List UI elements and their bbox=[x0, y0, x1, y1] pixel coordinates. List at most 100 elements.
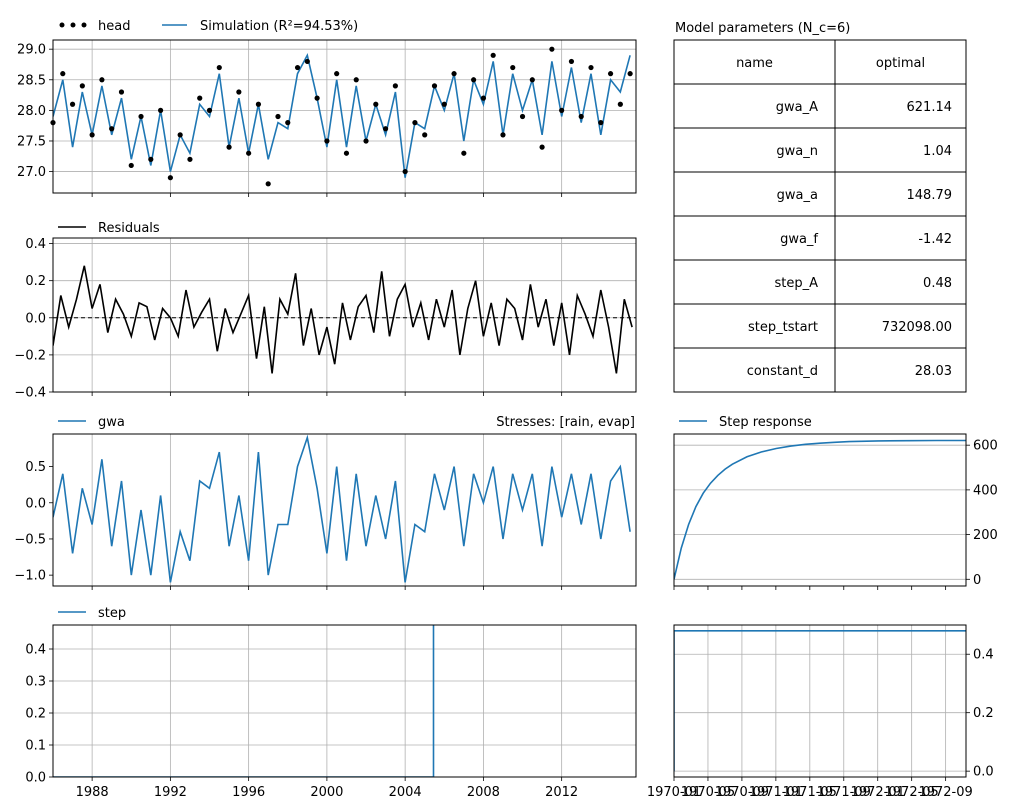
step-response-y-tick-label: 600 bbox=[973, 439, 998, 454]
residuals-y-tick-label: −0.4 bbox=[14, 386, 46, 401]
step-y-tick-label: 0.2 bbox=[25, 707, 46, 722]
head-observation-point bbox=[216, 64, 222, 71]
parameter-value: -1.42 bbox=[918, 232, 952, 247]
head-observation-point bbox=[431, 83, 438, 89]
table-cell bbox=[673, 39, 836, 85]
date-tick-label: 1971-05 bbox=[783, 785, 837, 800]
head-observation-point bbox=[197, 95, 203, 101]
date-tick-label: 1972-05 bbox=[885, 785, 939, 800]
stresses-title: Stresses: [rain, evap] bbox=[496, 415, 635, 430]
head-observation-point bbox=[226, 144, 232, 150]
head-observation-point bbox=[412, 120, 418, 126]
date-tick-label: 1972-01 bbox=[851, 785, 905, 800]
table-header-name: name bbox=[736, 56, 773, 71]
head-observation-point bbox=[578, 113, 584, 120]
contribution-y-tick-label: 0.5 bbox=[25, 460, 46, 475]
date-tick-label: 1971-01 bbox=[749, 785, 803, 800]
parameter-table: name optimal gwa_A 621.14 gwa_n 1.04 gwa_a 148.… bbox=[673, 39, 967, 393]
head-observation-point bbox=[79, 83, 85, 89]
head-observation-point bbox=[353, 77, 359, 83]
contribution-y-tick-label: −1.0 bbox=[14, 569, 46, 584]
step-response-legend-label: Step response bbox=[719, 415, 812, 430]
fit-y-tick-label: 29.0 bbox=[17, 43, 46, 58]
x-tick-label: 2012 bbox=[545, 785, 578, 800]
table-cell bbox=[834, 39, 967, 85]
date-tick-label: 1970-05 bbox=[681, 785, 735, 800]
head-observation-point bbox=[138, 113, 144, 120]
head-observation-point bbox=[490, 52, 496, 58]
residuals-y-tick-label: 0.0 bbox=[25, 311, 46, 326]
step-block-y-tick-label: 0.2 bbox=[973, 706, 994, 721]
head-observation-point bbox=[334, 71, 340, 77]
date-tick-label: 1970-01 bbox=[647, 785, 701, 800]
head-observation-point bbox=[559, 107, 565, 113]
head-observation-point bbox=[148, 156, 154, 162]
parameter-table-title: Model parameters (N_c=6) bbox=[675, 21, 850, 36]
step-block-line bbox=[674, 629, 966, 772]
step-y-tick-label: 0.0 bbox=[25, 771, 46, 786]
table-header-optimal: optimal bbox=[876, 56, 925, 71]
x-tick-label: 2008 bbox=[467, 785, 500, 800]
fit-y-tick-label: 27.0 bbox=[17, 165, 46, 180]
step-response-line bbox=[674, 439, 966, 580]
step-response-y-tick-label: 200 bbox=[973, 528, 998, 543]
step-response-y-tick-label: 0 bbox=[973, 573, 981, 588]
table-cell bbox=[673, 259, 836, 305]
residuals-line bbox=[53, 265, 633, 374]
head-observation-point bbox=[60, 71, 66, 77]
table-cell bbox=[834, 259, 967, 305]
head-legend-dot bbox=[59, 22, 65, 28]
head-observation-point bbox=[451, 71, 457, 77]
parameter-value: 1.04 bbox=[923, 144, 952, 159]
head-observation-point bbox=[500, 132, 506, 138]
step-legend-label: step bbox=[98, 606, 126, 621]
head-observation-point bbox=[177, 132, 183, 138]
head-observation-point bbox=[549, 46, 555, 52]
parameter-value: 732098.00 bbox=[882, 320, 952, 335]
head-observation-point bbox=[246, 150, 252, 156]
head-observation-point bbox=[422, 132, 428, 138]
parameter-name: gwa_n bbox=[776, 144, 818, 159]
parameter-value: 0.48 bbox=[923, 276, 952, 291]
head-observation-point bbox=[382, 126, 389, 132]
step-contribution-line bbox=[53, 625, 435, 777]
head-observation-point bbox=[118, 89, 125, 95]
fit-y-tick-label: 28.0 bbox=[17, 104, 46, 119]
step-y-tick-label: 0.1 bbox=[25, 739, 46, 754]
fit-y-tick-label: 27.5 bbox=[17, 134, 46, 149]
fit-panel-frame bbox=[52, 39, 637, 194]
contribution-panel-frame bbox=[52, 433, 637, 587]
head-observation-point bbox=[304, 58, 310, 65]
head-observation-point bbox=[128, 162, 134, 169]
date-tick-label: 1971-09 bbox=[817, 785, 871, 800]
head-observation-point bbox=[314, 95, 320, 101]
head-observation-point bbox=[461, 150, 467, 156]
parameter-name: step_A bbox=[774, 276, 818, 291]
head-legend-dot bbox=[70, 22, 76, 28]
head-observation-point bbox=[343, 150, 350, 156]
residuals-y-tick-label: −0.2 bbox=[14, 348, 46, 363]
x-tick-label: 2000 bbox=[310, 785, 343, 800]
x-tick-label: 2004 bbox=[389, 785, 422, 800]
head-observation-point bbox=[510, 64, 516, 71]
head-observation-point bbox=[480, 95, 487, 101]
head-observation-point bbox=[373, 101, 379, 107]
head-legend-dot bbox=[81, 22, 87, 28]
step-panel-frame bbox=[52, 624, 637, 778]
head-observation-point bbox=[627, 71, 633, 77]
head-legend-label: head bbox=[98, 19, 130, 34]
table-cell bbox=[673, 303, 836, 349]
residuals-panel-frame bbox=[52, 237, 637, 393]
head-observation-point bbox=[187, 156, 193, 162]
residuals-y-tick-label: 0.2 bbox=[25, 274, 46, 289]
head-observation-point bbox=[607, 71, 614, 77]
contribution-y-tick-label: 0.0 bbox=[25, 496, 46, 511]
step-response-panel-frame bbox=[673, 433, 967, 587]
parameter-name: gwa_f bbox=[780, 232, 818, 247]
head-observation-point bbox=[568, 58, 575, 65]
head-observation-point bbox=[158, 107, 164, 113]
residuals-y-tick-label: 0.4 bbox=[25, 237, 46, 252]
date-tick-label: 1972-09 bbox=[918, 785, 972, 800]
parameter-name: step_tstart bbox=[748, 320, 818, 335]
